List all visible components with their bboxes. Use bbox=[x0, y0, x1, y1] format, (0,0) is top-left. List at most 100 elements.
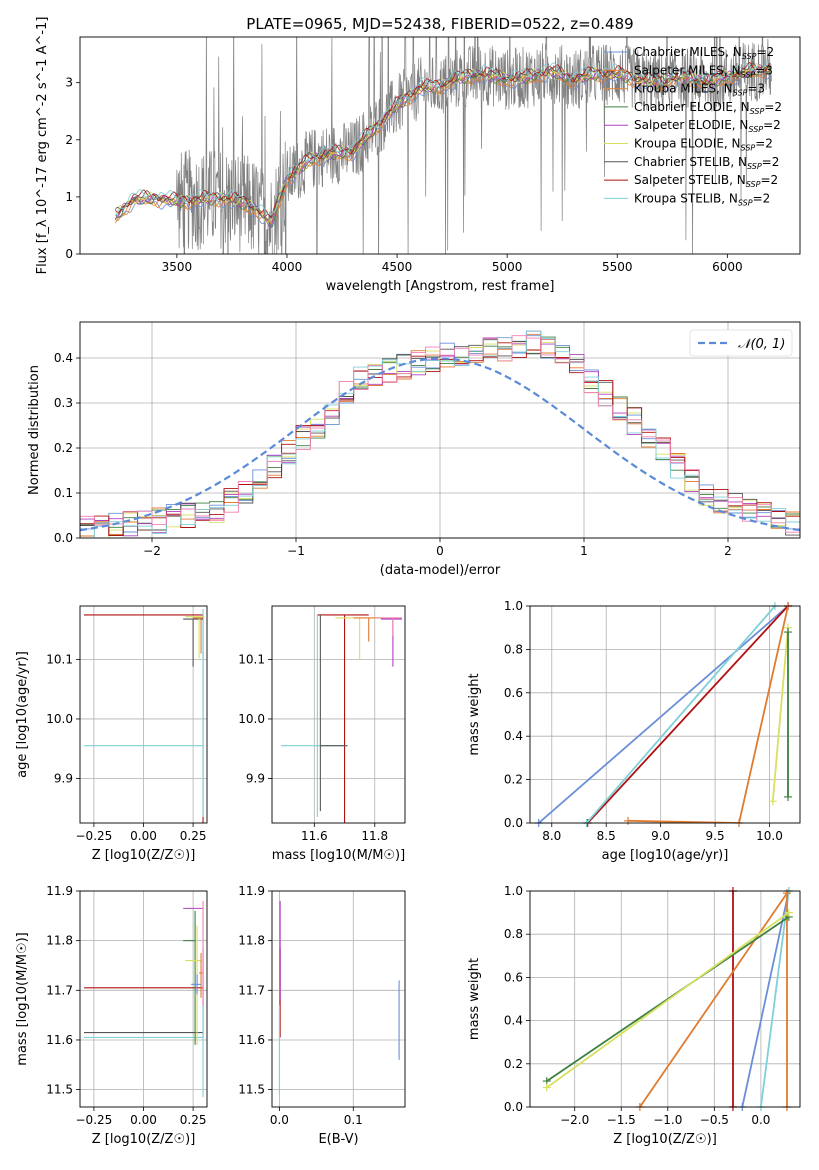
x-tick-label: 9.0 bbox=[651, 829, 670, 843]
x-tick-label: 11.6 bbox=[301, 829, 328, 843]
weight-line bbox=[760, 891, 790, 1107]
y-tick-label: 0.0 bbox=[54, 531, 73, 545]
y-tick-label: 1 bbox=[65, 190, 73, 204]
histogram-step bbox=[80, 335, 800, 533]
weight-line bbox=[741, 891, 790, 1107]
x-tick-label: 8.0 bbox=[542, 829, 561, 843]
legend-subscript: SSP bbox=[733, 89, 748, 98]
x-tick-label: 6000 bbox=[712, 260, 743, 274]
plot-frame bbox=[79, 605, 208, 824]
x-tick-label: 5500 bbox=[602, 260, 633, 274]
mass-age-panel: 11.6 11.8 9.9 10.0 10.1 mass [log10(M/M☉)] bbox=[238, 605, 406, 863]
legend-entry: Chabrier STELIB, NSSP=2 bbox=[634, 155, 779, 171]
x-tick-label: 0.00 bbox=[130, 1113, 157, 1127]
histogram-step bbox=[80, 330, 800, 538]
x-tick-label: 4500 bbox=[382, 260, 413, 274]
legend-tail: =2 bbox=[762, 155, 780, 169]
y-tick-label: 11.5 bbox=[238, 1083, 265, 1097]
model-spectrum-line bbox=[114, 60, 771, 217]
y-tick-label: 0.2 bbox=[54, 441, 73, 455]
y-tick-label: 3 bbox=[65, 76, 73, 90]
x-tick-label: −1.0 bbox=[653, 1113, 682, 1127]
model-spectrum-line bbox=[114, 61, 771, 218]
legend-tail: =2 bbox=[753, 191, 771, 205]
weight-line bbox=[627, 606, 789, 823]
model-spectrum-line bbox=[115, 64, 771, 228]
y-tick-label: 0.0 bbox=[504, 1100, 523, 1114]
y-tick-label: 10.1 bbox=[238, 653, 265, 667]
plot-frame bbox=[79, 36, 801, 255]
plot-frame bbox=[529, 890, 801, 1108]
legend-entry: Salpeter STELIB, NSSP=2 bbox=[634, 173, 778, 189]
y-axis-label: mass [log10(M/M☉)] bbox=[15, 932, 30, 1065]
legend-text: Chabrier MILES, N bbox=[634, 45, 742, 59]
legend-tail: =2 bbox=[756, 45, 774, 59]
y-tick-label: 11.6 bbox=[46, 1033, 73, 1047]
plot-frame bbox=[529, 605, 801, 824]
x-tick-label: 11.8 bbox=[361, 829, 388, 843]
y-axis-label: Flux [f_λ 10^-17 erg cm^-2 s^-1 A^-1] bbox=[35, 17, 50, 275]
plot-frame bbox=[271, 605, 406, 824]
x-tick-label: 5000 bbox=[492, 260, 523, 274]
weight-line bbox=[587, 606, 789, 823]
plot-frame bbox=[271, 890, 406, 1108]
weight-marker bbox=[782, 889, 791, 898]
legend-entry: Chabrier MILES, NSSP=2 bbox=[634, 45, 774, 61]
legend-subscript: SSP bbox=[748, 125, 763, 134]
x-axis-label: Z [log10(Z/Z☉)] bbox=[92, 848, 196, 863]
legend-text: Salpeter STELIB, N bbox=[634, 173, 746, 187]
y-tick-label: 11.7 bbox=[238, 983, 265, 997]
y-tick-label: 10.0 bbox=[46, 712, 73, 726]
weight-marker bbox=[784, 628, 793, 637]
legend-tail: =2 bbox=[763, 118, 781, 132]
age-weight-panel: 8.0 8.5 9.0 9.5 10.0 0.0 0.2 0.4 0.6 0.8 1.0 age [l… bbox=[467, 599, 801, 863]
legend-text: Chabrier ELODIE, N bbox=[634, 100, 750, 114]
y-tick-label: 1.0 bbox=[504, 884, 523, 898]
plot-frame bbox=[79, 321, 801, 539]
y-tick-label: 0.4 bbox=[54, 351, 73, 365]
x-tick-label: 4000 bbox=[272, 260, 303, 274]
model-spectrum-line bbox=[114, 67, 771, 224]
x-tick-label: 0.0 bbox=[751, 1113, 770, 1127]
x-axis-label: Z [log10(Z/Z☉)] bbox=[92, 1132, 196, 1147]
legend-tail: =2 bbox=[764, 100, 782, 114]
legend-subscript: SSP bbox=[750, 107, 765, 116]
y-tick-label: 0.0 bbox=[504, 816, 523, 830]
y-tick-label: 0.8 bbox=[504, 927, 523, 941]
y-axis-label: Normed distribution bbox=[27, 365, 42, 495]
y-tick-label: 0.1 bbox=[54, 486, 73, 500]
legend-subscript: SSP bbox=[747, 162, 762, 171]
legend-subscript: SSP bbox=[742, 52, 757, 61]
x-axis-label: wavelength [Angstrom, rest frame] bbox=[326, 279, 555, 294]
x-tick-label: −0.25 bbox=[76, 829, 113, 843]
spectrum-panel: 3500 4000 4500 5000 5500 6000 0 1 2 3 wavelength [… bbox=[35, 17, 801, 294]
x-tick-label: −0.5 bbox=[700, 1113, 729, 1127]
x-tick-label: 0.0 bbox=[270, 1113, 289, 1127]
weight-marker bbox=[623, 816, 632, 825]
y-axis-label: mass weight bbox=[467, 958, 482, 1040]
legend-tail: =3 bbox=[747, 82, 765, 96]
legend-text: Salpeter MILES, N bbox=[634, 63, 741, 77]
legend-entry: Chabrier ELODIE, NSSP=2 bbox=[634, 100, 782, 116]
y-axis-label: age [log10(age/yr)] bbox=[15, 651, 30, 778]
x-tick-label: 10.0 bbox=[756, 829, 783, 843]
y-tick-label: 10.1 bbox=[46, 653, 73, 667]
legend-entry: Salpeter ELODIE, NSSP=2 bbox=[634, 118, 781, 134]
y-tick-label: 0.6 bbox=[504, 686, 523, 700]
plot-frame bbox=[79, 890, 208, 1108]
x-tick-label: 1 bbox=[580, 544, 588, 558]
figure-title: PLATE=0965, MJD=52438, FIBERID=0522, z=0… bbox=[246, 15, 633, 33]
legend-subscript: SSP bbox=[741, 144, 756, 153]
weight-marker bbox=[784, 908, 793, 917]
legend-subscript: SSP bbox=[738, 198, 753, 207]
x-tick-label: 8.5 bbox=[597, 829, 616, 843]
legend-text: Kroupa ELODIE, N bbox=[634, 137, 741, 151]
weight-marker bbox=[768, 797, 777, 806]
legend-entry: Kroupa STELIB, NSSP=2 bbox=[634, 191, 770, 207]
x-tick-label: 0.1 bbox=[344, 1113, 363, 1127]
legend-subscript: SSP bbox=[741, 70, 756, 79]
y-tick-label: 11.6 bbox=[238, 1033, 265, 1047]
y-tick-label: 9.9 bbox=[246, 771, 265, 785]
legend-subscript: SSP bbox=[746, 180, 761, 189]
legend-entry: Kroupa MILES, NSSP=3 bbox=[634, 82, 765, 98]
